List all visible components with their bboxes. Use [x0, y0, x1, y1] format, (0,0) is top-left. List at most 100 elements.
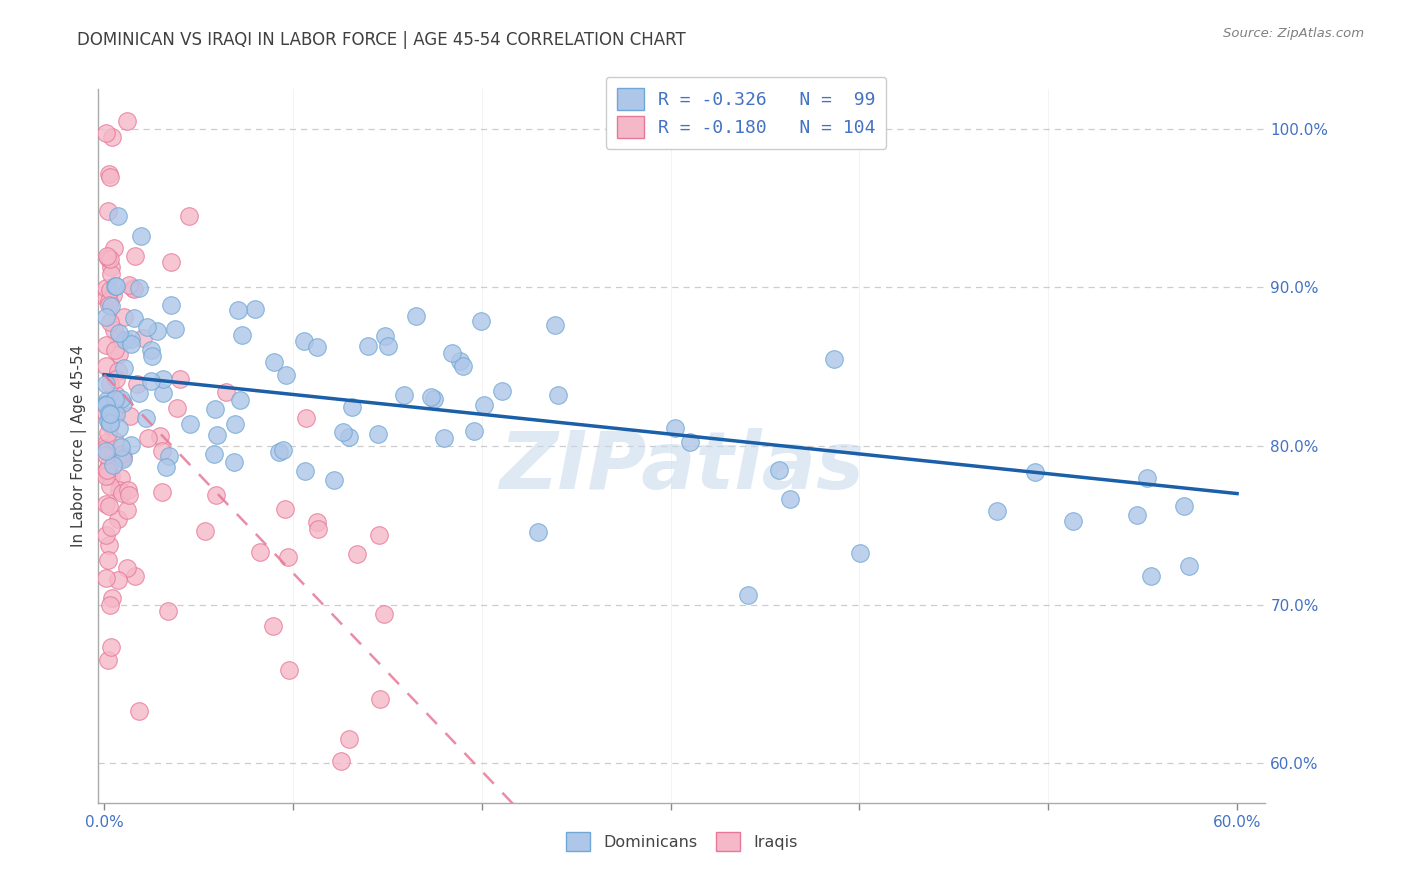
Point	[146, 324, 169, 338]
Point	[423, 392, 446, 407]
Point	[135, 411, 157, 425]
Point	[160, 298, 183, 312]
Point	[98, 499, 121, 513]
Point	[101, 130, 124, 145]
Point	[163, 322, 186, 336]
Point	[94, 281, 117, 295]
Point	[97, 468, 120, 483]
Point	[470, 313, 492, 327]
Point	[97, 298, 120, 312]
Point	[377, 339, 399, 353]
Point	[94, 468, 117, 483]
Point	[100, 520, 122, 534]
Point	[337, 430, 360, 444]
Point	[110, 441, 132, 455]
Point	[194, 524, 217, 538]
Point	[152, 372, 174, 386]
Point	[141, 343, 163, 358]
Point	[543, 318, 565, 332]
Point	[224, 417, 246, 432]
Point	[768, 463, 790, 477]
Point	[215, 385, 238, 400]
Point	[547, 388, 569, 402]
Point	[177, 210, 200, 224]
Point	[449, 354, 471, 368]
Point	[169, 372, 191, 386]
Point	[124, 249, 146, 263]
Point	[94, 406, 117, 420]
Point	[149, 429, 172, 443]
Point	[155, 459, 177, 474]
Point	[150, 485, 173, 500]
Point	[152, 385, 174, 400]
Point	[94, 528, 117, 542]
Point	[205, 488, 228, 502]
Point	[271, 442, 294, 457]
Point	[107, 573, 129, 587]
Y-axis label: In Labor Force | Age 45-54: In Labor Force | Age 45-54	[72, 345, 87, 547]
Point	[111, 451, 134, 466]
Point	[307, 340, 329, 354]
Point	[346, 547, 368, 561]
Point	[229, 392, 252, 407]
Point	[94, 376, 117, 391]
Point	[98, 416, 121, 430]
Point	[367, 426, 389, 441]
Point	[97, 414, 120, 428]
Point	[231, 327, 253, 342]
Point	[94, 571, 117, 585]
Text: Source: ZipAtlas.com: Source: ZipAtlas.com	[1223, 27, 1364, 40]
Point	[103, 323, 125, 337]
Point	[100, 252, 122, 266]
Point	[97, 412, 120, 426]
Point	[108, 347, 131, 361]
Point	[122, 282, 145, 296]
Point	[96, 392, 118, 407]
Point	[108, 326, 131, 341]
Point	[779, 492, 801, 507]
Point	[104, 278, 127, 293]
Point	[491, 384, 513, 398]
Point	[267, 445, 290, 459]
Point	[368, 692, 391, 706]
Point	[463, 425, 485, 439]
Point	[136, 431, 159, 445]
Point	[94, 397, 117, 411]
Point	[104, 434, 127, 449]
Point	[1173, 500, 1195, 514]
Point	[263, 355, 285, 369]
Point	[205, 427, 228, 442]
Point	[97, 553, 120, 567]
Point	[107, 483, 129, 497]
Point	[98, 377, 121, 392]
Point	[97, 293, 120, 308]
Point	[1024, 465, 1046, 479]
Point	[278, 663, 301, 677]
Point	[986, 504, 1008, 518]
Text: ZIPatlas: ZIPatlas	[499, 428, 865, 507]
Point	[128, 281, 150, 295]
Point	[111, 450, 134, 465]
Point	[107, 511, 129, 525]
Point	[104, 343, 127, 357]
Point	[115, 503, 138, 517]
Point	[128, 385, 150, 400]
Point	[103, 241, 125, 255]
Point	[527, 525, 550, 540]
Point	[117, 483, 139, 498]
Point	[373, 607, 395, 621]
Point	[108, 421, 131, 435]
Point	[107, 364, 129, 378]
Point	[337, 731, 360, 746]
Point	[111, 447, 134, 461]
Point	[94, 448, 117, 462]
Point	[1178, 558, 1201, 573]
Point	[100, 468, 122, 483]
Point	[98, 479, 121, 493]
Point	[277, 550, 299, 565]
Point	[307, 522, 329, 536]
Point	[100, 267, 122, 281]
Point	[127, 377, 149, 392]
Point	[115, 560, 138, 574]
Point	[374, 329, 396, 343]
